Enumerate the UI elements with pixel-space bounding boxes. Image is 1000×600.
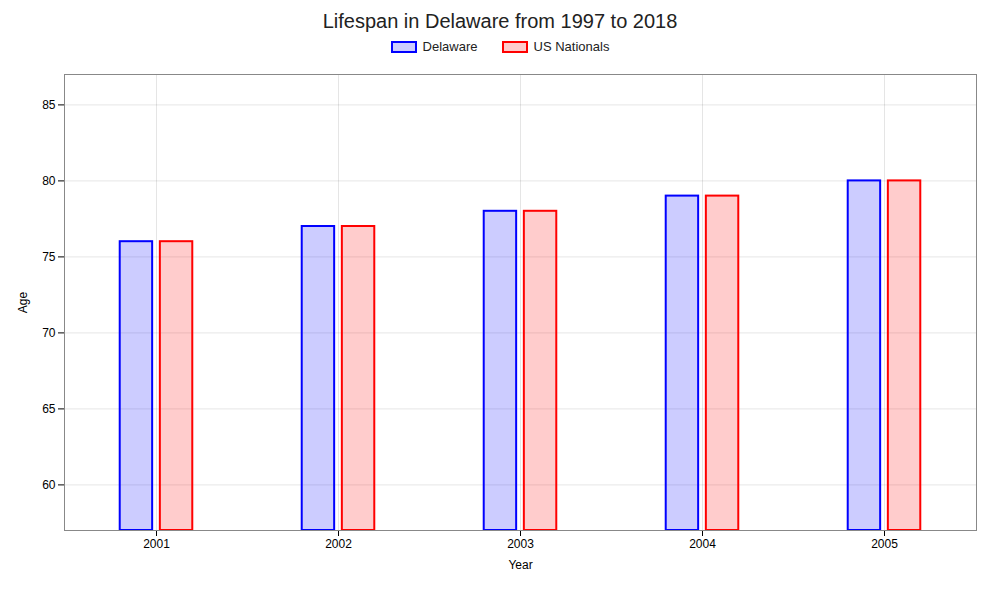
html-text:Lifespan in Delaware from 1997: Lifespan in Delaware from 1997 to 2018 (322, 10, 678, 32)
svg-text:80: 80 (42, 174, 56, 188)
html-text:Delaware: Delaware (422, 39, 478, 54)
svg-text:2005: 2005 (871, 537, 898, 551)
svg-text:70: 70 (42, 326, 56, 340)
svg-text:2002: 2002 (325, 537, 352, 551)
svg-text:Year: Year (508, 558, 532, 572)
svg-text:60: 60 (42, 478, 56, 492)
svg-text:65: 65 (42, 402, 56, 416)
svg-text:Age: Age (16, 292, 30, 314)
svg-text:2001: 2001 (143, 537, 170, 551)
svg-text:75: 75 (42, 250, 56, 264)
html-text:US Nationals: US Nationals (533, 39, 610, 54)
svg-text:2004: 2004 (689, 537, 716, 551)
svg-text:85: 85 (42, 98, 56, 112)
svg-text:2003: 2003 (507, 537, 534, 551)
